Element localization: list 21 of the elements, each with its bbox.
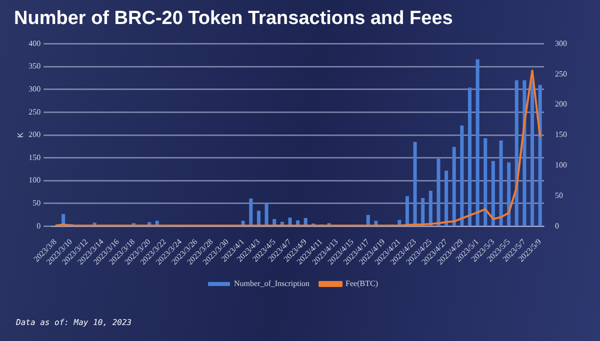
y2-tick-label: 50 <box>555 190 563 200</box>
y2-tick-label: 250 <box>555 69 567 78</box>
y2-tick-label: 300 <box>555 38 567 48</box>
y-tick-label: 200 <box>28 130 41 140</box>
y-tick-label: 350 <box>28 62 41 71</box>
text: Data as of: May 10, 2023 <box>16 318 132 327</box>
chart-title: Number of BRC-20 Token Transactions and Fees <box>14 8 453 30</box>
y2-tick-label: 200 <box>555 100 567 109</box>
y-tick-label: 0 <box>36 221 41 230</box>
y-tick-label: 300 <box>28 84 41 94</box>
y-axis-title: K <box>16 132 26 138</box>
legend-label: Fee(BTC) <box>346 279 378 288</box>
y-tick-label: 50 <box>32 198 41 208</box>
legend-label: Number_of_Inscription <box>234 279 310 288</box>
y-tick-label: 400 <box>28 38 41 48</box>
y-tick-label: 100 <box>28 176 41 185</box>
y2-tick-label: 100 <box>555 160 567 170</box>
y2-tick-label: 0 <box>555 221 559 230</box>
y-tick-label: 250 <box>28 107 41 116</box>
y-tick-label: 150 <box>28 152 41 162</box>
y2-tick-label: 150 <box>555 130 567 140</box>
